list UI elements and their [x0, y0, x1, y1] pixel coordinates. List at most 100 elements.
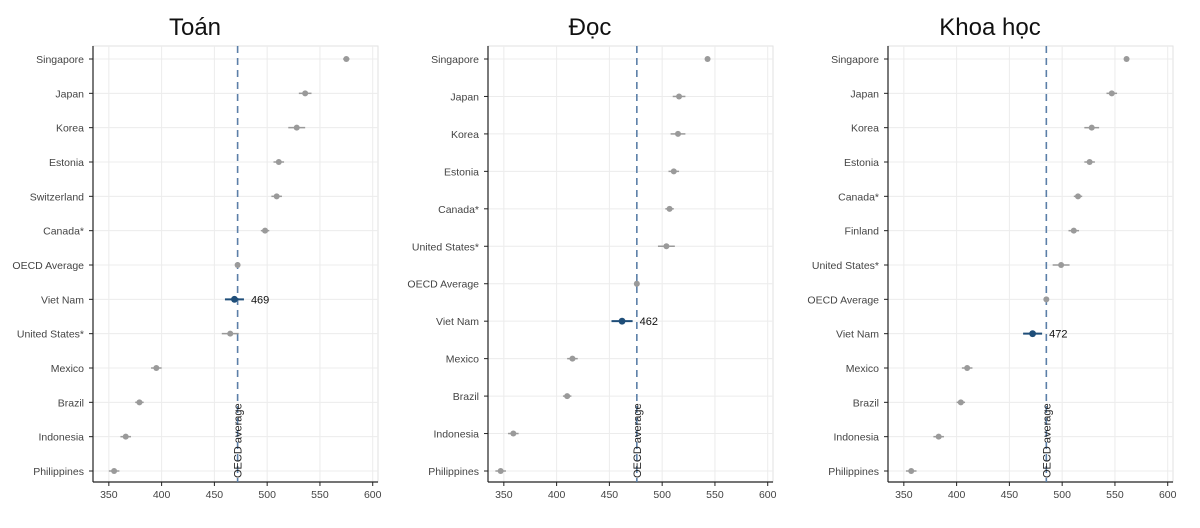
x-tick-label: 500 [258, 489, 276, 501]
x-tick-label: 450 [1001, 489, 1019, 501]
data-point [262, 227, 269, 234]
category-label: OECD Average [807, 294, 879, 306]
category-label: Japan [450, 91, 479, 103]
math-chart: 350 400 450 500 550 600 Singapore Japan Korea Est… [12, 45, 382, 501]
category-label: Estonia [49, 157, 84, 169]
data-point [1058, 262, 1065, 268]
x-tick-label: 350 [895, 489, 913, 501]
plot-area [887, 45, 1174, 483]
x-tick-label: 600 [364, 489, 382, 501]
category-label: Japan [850, 88, 879, 100]
highlight-value-label: 462 [640, 316, 658, 328]
data-point [227, 330, 234, 337]
category-label: Canada* [43, 226, 84, 238]
category-label: Estonia [444, 166, 479, 178]
data-point [569, 355, 576, 362]
plot-area [487, 45, 774, 483]
data-point [234, 262, 241, 268]
category-label: Singapore [36, 54, 84, 66]
oecd-average-label: OECD average [1041, 403, 1053, 478]
category-label: Canada* [838, 191, 879, 203]
data-point [122, 433, 129, 440]
category-label: Singapore [431, 54, 479, 66]
category-label: Mexico [446, 354, 479, 366]
highlight-value-label: 469 [251, 294, 269, 306]
x-tick-label: 350 [495, 489, 513, 501]
data-point [1123, 56, 1130, 62]
x-tick-label: 600 [1159, 489, 1177, 501]
category-label: Finland [845, 226, 880, 238]
category-label: United States* [412, 241, 479, 253]
data-point [231, 295, 238, 303]
math-chart-panel: Toán 350 400 450 500 550 600 Singapore Japan Kor… [0, 0, 390, 523]
data-point [670, 168, 677, 175]
category-label: Brazil [58, 397, 84, 409]
x-tick-label: 550 [1106, 489, 1124, 501]
category-label: Estonia [844, 157, 879, 169]
data-point [663, 243, 670, 250]
x-tick-label: 450 [601, 489, 619, 501]
category-label: Viet Nam [836, 329, 879, 341]
oecd-average-label: OECD average [632, 403, 644, 478]
category-label: United States* [812, 260, 879, 272]
category-label: Indonesia [433, 429, 479, 441]
data-point [666, 205, 673, 212]
oecd-average-label: OECD average [233, 403, 245, 478]
data-point [633, 280, 640, 287]
data-point [675, 130, 681, 137]
data-point [293, 124, 300, 131]
science-chart-panel: Khoa học 350 400 450 500 550 600 Singapore Japa… [795, 0, 1185, 523]
data-point [275, 159, 282, 165]
data-point [564, 393, 571, 400]
data-point [964, 365, 971, 371]
data-point [153, 365, 160, 371]
data-point [111, 468, 118, 474]
category-label: Philippines [428, 466, 479, 478]
category-label: Brazil [853, 397, 879, 409]
data-point [136, 399, 143, 406]
category-label: Mexico [846, 363, 879, 375]
data-point [1088, 124, 1095, 131]
category-label: Philippines [828, 466, 879, 478]
category-label: Singapore [831, 54, 879, 66]
category-label: Mexico [51, 363, 84, 375]
data-point [343, 56, 350, 62]
category-label: Japan [55, 88, 84, 100]
chart-title-reading: Đọc [568, 14, 612, 41]
x-tick-label: 500 [653, 489, 671, 501]
reading-chart-panel: Đọc 350 400 450 500 550 600 Singapore Japan Kore… [395, 0, 785, 523]
chart-title-math: Toán [168, 14, 222, 41]
category-label: Canada* [438, 204, 479, 216]
x-tick-label: 400 [548, 489, 566, 501]
data-point [935, 433, 942, 440]
data-point [1086, 159, 1093, 165]
x-tick-label: 400 [948, 489, 966, 501]
data-point [510, 430, 517, 437]
x-tick-label: 350 [100, 489, 118, 501]
data-point [1075, 193, 1081, 200]
data-point [302, 90, 309, 97]
data-point [497, 468, 504, 474]
category-label: United States* [17, 329, 84, 341]
x-tick-label: 550 [706, 489, 724, 501]
x-tick-label: 450 [206, 489, 224, 501]
highlight-value-label: 472 [1049, 329, 1067, 341]
data-point [704, 56, 711, 62]
data-point [618, 317, 626, 325]
data-point [676, 93, 683, 100]
x-tick-label: 400 [153, 489, 171, 501]
category-label: Indonesia [833, 432, 879, 444]
x-tick-label: 500 [1053, 489, 1071, 501]
category-label: OECD Average [407, 279, 479, 291]
reading-chart: 350 400 450 500 550 600 Singapore Japan Korea Est… [407, 45, 777, 501]
science-chart: 350 400 450 500 550 600 Singapore Japan Korea Est… [807, 45, 1177, 501]
category-label: Korea [451, 129, 479, 141]
data-point [1029, 330, 1037, 338]
x-tick-label: 550 [311, 489, 329, 501]
category-label: Philippines [33, 466, 84, 478]
data-point [957, 399, 964, 406]
category-label: Switzerland [30, 191, 84, 203]
data-point [1070, 227, 1077, 234]
category-label: Korea [851, 123, 879, 135]
data-point [1108, 90, 1115, 97]
